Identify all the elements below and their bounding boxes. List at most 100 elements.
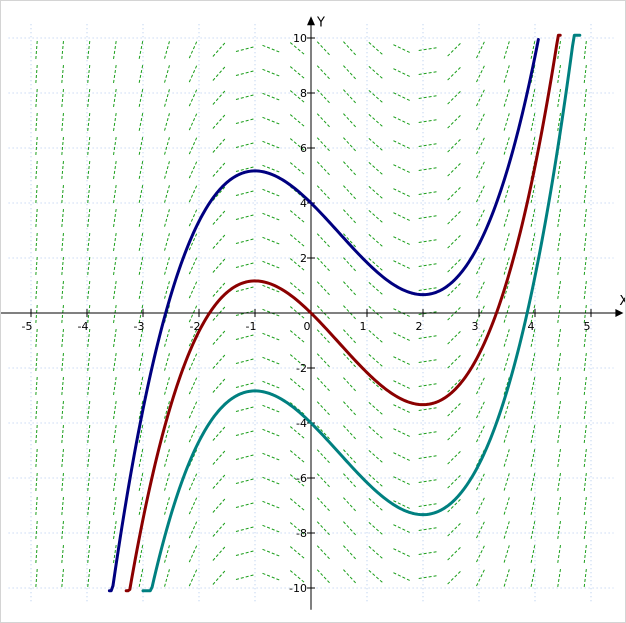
slope-segment bbox=[503, 375, 511, 395]
slope-segment bbox=[188, 39, 198, 59]
slope-segment bbox=[35, 398, 38, 420]
slope-segment bbox=[418, 479, 439, 483]
slope-segment bbox=[138, 207, 144, 227]
slope-segment bbox=[343, 329, 358, 345]
slope-segment bbox=[35, 182, 38, 204]
slope-segment bbox=[35, 134, 38, 156]
slope-segment bbox=[164, 423, 171, 443]
solution-curves bbox=[107, 33, 582, 593]
slope-segment bbox=[476, 495, 486, 515]
slope-segment bbox=[503, 447, 511, 467]
slope-segment bbox=[368, 353, 385, 369]
slope-segment bbox=[138, 63, 144, 83]
slope-segment bbox=[503, 279, 511, 299]
slope-segment bbox=[530, 87, 536, 107]
slope-segment bbox=[583, 255, 588, 275]
slope-segment bbox=[188, 447, 198, 467]
slope-segment bbox=[164, 447, 171, 467]
slope-segment bbox=[87, 399, 91, 419]
slope-segment bbox=[503, 399, 511, 419]
y-tick-label: 10 bbox=[293, 32, 307, 45]
slope-segment bbox=[235, 358, 256, 364]
slope-segment bbox=[235, 118, 256, 124]
slope-segment bbox=[138, 279, 144, 299]
slope-segment bbox=[583, 231, 588, 251]
slope-segment bbox=[343, 449, 358, 465]
slope-segment bbox=[530, 135, 536, 155]
slope-segment bbox=[61, 38, 65, 60]
slope-segment bbox=[235, 238, 256, 244]
slope-segment bbox=[188, 135, 198, 155]
slope-segment bbox=[212, 113, 227, 129]
slope-segment bbox=[557, 231, 562, 251]
x-tick-label: 5 bbox=[584, 320, 591, 333]
slope-segment bbox=[316, 89, 332, 105]
slope-segment bbox=[35, 566, 38, 588]
slope-segment bbox=[262, 500, 282, 510]
slope-segment bbox=[188, 87, 198, 107]
slope-segment bbox=[188, 399, 198, 419]
slope-segment bbox=[418, 239, 439, 243]
slope-segment bbox=[418, 527, 439, 531]
slope-segment bbox=[557, 495, 562, 515]
slope-segment bbox=[113, 447, 117, 467]
slope-segment bbox=[138, 351, 144, 371]
slope-segment bbox=[262, 332, 282, 342]
slope-segment bbox=[212, 377, 227, 393]
slope-segment bbox=[316, 233, 332, 249]
slope-segment bbox=[138, 327, 144, 347]
slope-segment bbox=[557, 255, 562, 275]
slope-segment bbox=[35, 86, 38, 108]
slope-segment bbox=[530, 255, 536, 275]
slope-segment bbox=[393, 356, 412, 366]
slope-segment bbox=[138, 87, 144, 107]
slope-segment bbox=[316, 257, 332, 273]
slope-segment bbox=[447, 209, 463, 225]
slope-segment bbox=[113, 231, 117, 251]
slope-segment bbox=[583, 183, 588, 203]
slope-segment bbox=[447, 545, 463, 561]
slope-segment bbox=[164, 375, 171, 395]
slope-segment bbox=[113, 207, 117, 227]
y-axis-title: Y bbox=[316, 15, 325, 30]
slope-segment bbox=[503, 351, 511, 371]
slope-segment bbox=[235, 454, 256, 460]
x-axis-arrow bbox=[615, 309, 624, 317]
slope-segment bbox=[557, 327, 562, 347]
slope-segment bbox=[316, 113, 332, 129]
slope-segment bbox=[164, 351, 171, 371]
slope-segment bbox=[503, 519, 511, 539]
slope-segment bbox=[289, 522, 306, 536]
slope-segment bbox=[343, 377, 358, 393]
slope-segment bbox=[87, 39, 91, 59]
slope-segment bbox=[583, 159, 588, 179]
slope-segment bbox=[316, 305, 332, 321]
slope-segment bbox=[368, 377, 385, 393]
slope-segment bbox=[393, 524, 412, 534]
slope-segment bbox=[447, 569, 463, 585]
slope-segment bbox=[87, 255, 91, 275]
slope-segment bbox=[212, 473, 227, 489]
x-tick-label: 1 bbox=[360, 320, 367, 333]
slope-segment bbox=[368, 233, 385, 249]
slope-segment bbox=[235, 214, 256, 220]
slope-segment bbox=[503, 495, 511, 515]
slope-segment bbox=[447, 377, 463, 393]
y-tick-label: -2 bbox=[296, 362, 307, 375]
slope-segment bbox=[188, 351, 198, 371]
slope-segment bbox=[235, 382, 256, 388]
slope-segment bbox=[530, 111, 536, 131]
slope-segment bbox=[262, 380, 282, 390]
slope-segment bbox=[583, 423, 588, 443]
slope-segment bbox=[503, 207, 511, 227]
slope-segment bbox=[418, 335, 439, 339]
slope-segment bbox=[138, 543, 144, 563]
slope-segment bbox=[235, 262, 256, 268]
slope-segment bbox=[138, 399, 144, 419]
slope-segment bbox=[583, 495, 588, 515]
slope-segment bbox=[368, 521, 385, 537]
slope-segment bbox=[583, 135, 588, 155]
slope-segment bbox=[368, 89, 385, 105]
slope-segment bbox=[418, 167, 439, 171]
